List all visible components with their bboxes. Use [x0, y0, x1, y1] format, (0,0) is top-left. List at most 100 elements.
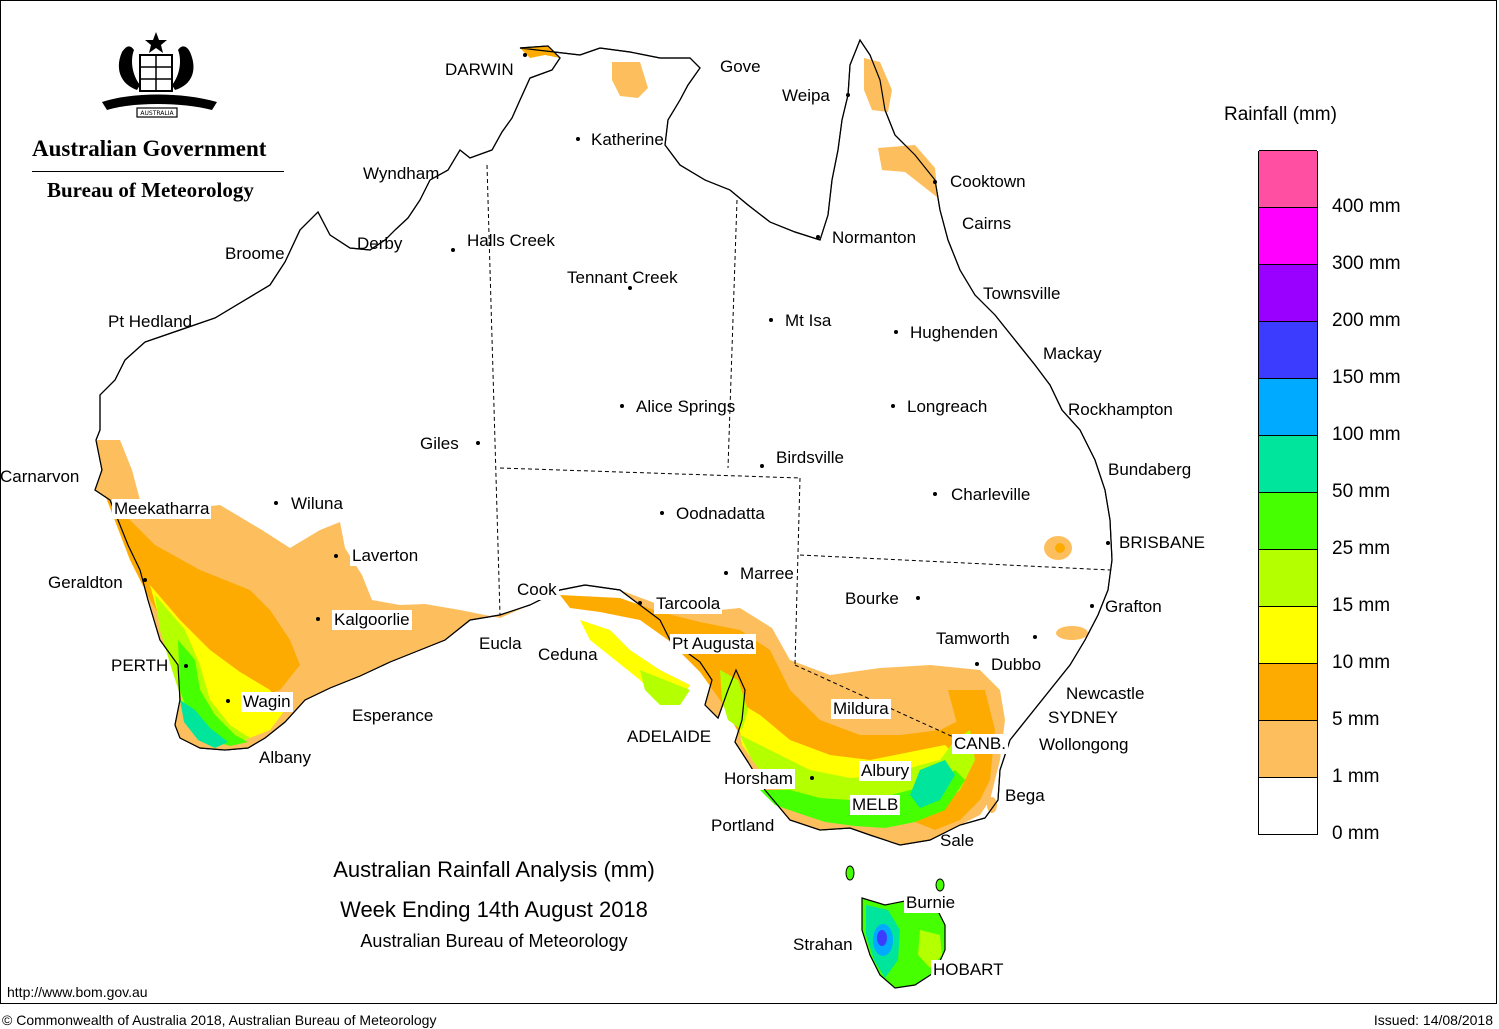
legend-label: 25 mm: [1332, 538, 1391, 559]
place-label: Bourke: [845, 589, 899, 608]
place-label: Horsham: [722, 769, 795, 789]
place-label: Marree: [740, 564, 794, 583]
place-marker: [476, 441, 480, 445]
place-marker: [620, 404, 624, 408]
state-borders: [486, 164, 1111, 741]
place-label: Tennant Creek: [567, 268, 678, 287]
legend-swatch: [1259, 492, 1317, 549]
place-marker: [846, 93, 850, 97]
place-label: Grafton: [1105, 597, 1162, 616]
coat-of-arms-icon: AUSTRALIA: [102, 32, 217, 118]
map-source: Australian Bureau of Meteorology: [360, 931, 628, 951]
place-marker: [891, 404, 895, 408]
place-marker: [1090, 604, 1094, 608]
place-label: Wiluna: [291, 494, 343, 513]
place-label: PERTH: [111, 656, 169, 675]
footer-url[interactable]: http://www.bom.gov.au: [7, 984, 148, 1000]
place-label: DARWIN: [445, 60, 514, 79]
rain-1mm-bega: [987, 797, 997, 813]
place-label: Wyndham: [363, 164, 440, 183]
legend-label: 0 mm: [1332, 823, 1380, 844]
place-label: Broome: [225, 244, 285, 263]
legend-label: 200 mm: [1332, 310, 1401, 331]
place-marker: [724, 571, 728, 575]
rain-5mm: [105, 495, 300, 705]
legend-label: 50 mm: [1332, 481, 1391, 502]
rain-25mm-vic: [760, 770, 965, 828]
place-label: Ceduna: [538, 645, 598, 664]
place-label: Pt Augusta: [670, 634, 757, 654]
place-marker: [226, 699, 230, 703]
place-marker: [769, 318, 773, 322]
place-marker: [1106, 541, 1110, 545]
rain-1mm-gove: [612, 62, 648, 98]
place-label: Townsville: [983, 284, 1061, 303]
place-label: Cairns: [962, 214, 1012, 233]
place-label: Albury: [859, 761, 912, 781]
place-label: Mackay: [1043, 344, 1102, 363]
header-divider: [32, 171, 284, 172]
legend-swatch: [1259, 435, 1317, 492]
legend-label: 5 mm: [1332, 709, 1380, 730]
svg-text:AUSTRALIA: AUSTRALIA: [140, 110, 174, 117]
place-marker: [628, 286, 632, 290]
legend-swatch: [1259, 378, 1317, 435]
mainland-coast: [94, 38, 1113, 846]
tas-150mm: [877, 930, 887, 946]
legend-swatch: [1259, 720, 1317, 777]
place-label: Charleville: [951, 485, 1031, 504]
place-label: Bega: [1005, 786, 1045, 805]
place-label: Rockhampton: [1068, 400, 1173, 419]
place-label: Halls Creek: [467, 231, 555, 250]
place-marker: [816, 235, 820, 239]
place-label: Dubbo: [991, 655, 1042, 674]
place-marker: [1033, 635, 1037, 639]
place-label: Longreach: [907, 397, 988, 416]
legend-swatch: [1259, 207, 1317, 264]
place-label: Sale: [940, 831, 975, 850]
place-label: Cooktown: [950, 172, 1026, 191]
rain-1mm-cape: [864, 58, 892, 112]
place-label: SYDNEY: [1048, 708, 1118, 727]
footer-copyright: © Commonwealth of Australia 2018, Austra…: [2, 1012, 437, 1028]
legend-color-bar: [1258, 150, 1318, 835]
place-marker: [660, 511, 664, 515]
rain-5mm-qld-patch: [1055, 543, 1065, 553]
place-label: Tarcoola: [654, 594, 723, 614]
legend-label: 15 mm: [1332, 595, 1391, 616]
place-label: Portland: [711, 816, 775, 835]
org-name: Australian Government: [32, 136, 267, 161]
place-label: Albany: [259, 748, 311, 767]
place-label: Laverton: [350, 546, 421, 566]
place-label: Birdsville: [776, 448, 845, 467]
place-label: Meekatharra: [112, 499, 212, 519]
tas-15mm: [918, 930, 942, 968]
place-label: Weipa: [782, 86, 830, 105]
place-marker: [334, 554, 338, 558]
map-frame: [0, 0, 1497, 1004]
legend-label: 400 mm: [1332, 196, 1401, 217]
legend-label: 100 mm: [1332, 424, 1401, 445]
legend-label: 150 mm: [1332, 367, 1401, 388]
rain-5mm-sa: [560, 595, 975, 790]
place-label: HOBART: [931, 960, 1006, 980]
place-marker: [451, 248, 455, 252]
agency-name: Bureau of Meteorology: [47, 178, 254, 202]
place-label: Tamworth: [936, 629, 1010, 648]
place-marker: [316, 617, 320, 621]
place-label: Oodnadatta: [676, 504, 765, 523]
footer-issued: Issued: 14/08/2018: [1373, 1012, 1493, 1028]
place-label: CANB.: [952, 734, 1008, 754]
legend-swatch: [1259, 663, 1317, 720]
rain-50mm-wa: [180, 700, 228, 748]
legend-swatch: [1259, 777, 1317, 834]
legend-label: 10 mm: [1332, 652, 1391, 673]
legend-swatch: [1259, 321, 1317, 378]
map-title: Australian Rainfall Analysis (mm): [333, 857, 655, 882]
place-label: Bundaberg: [1108, 460, 1192, 479]
place-label: Hughenden: [910, 323, 998, 342]
place-label: BRISBANE: [1119, 533, 1205, 552]
place-label: Mt Isa: [785, 311, 832, 330]
rain-1mm-nsw-patch: [1056, 626, 1088, 640]
legend-swatch: [1259, 264, 1317, 321]
